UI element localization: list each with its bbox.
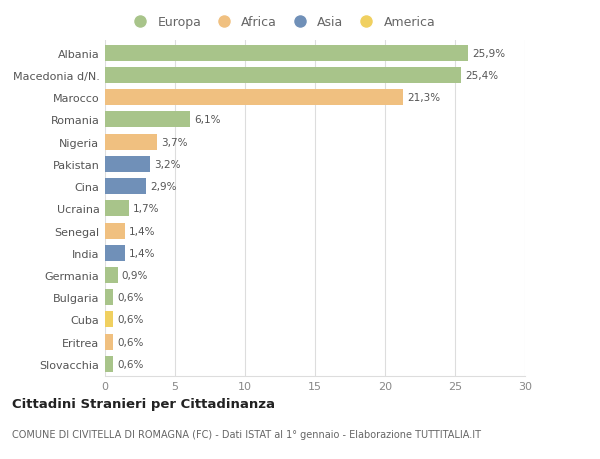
- Bar: [105, 290, 113, 306]
- Bar: [105, 334, 113, 350]
- Text: 3,2%: 3,2%: [154, 159, 181, 169]
- Bar: [105, 68, 461, 84]
- Text: 1,4%: 1,4%: [129, 248, 155, 258]
- Text: 21,3%: 21,3%: [407, 93, 440, 103]
- Bar: [105, 245, 125, 261]
- Bar: [105, 201, 129, 217]
- Bar: [105, 134, 157, 150]
- Legend: Europa, Africa, Asia, America: Europa, Africa, Asia, America: [125, 14, 438, 32]
- Text: 0,6%: 0,6%: [118, 337, 144, 347]
- Bar: [105, 157, 150, 173]
- Text: 0,6%: 0,6%: [118, 359, 144, 369]
- Bar: [105, 223, 125, 239]
- Bar: [105, 268, 118, 283]
- Text: 6,1%: 6,1%: [194, 115, 221, 125]
- Text: 0,6%: 0,6%: [118, 293, 144, 302]
- Text: 0,9%: 0,9%: [122, 270, 148, 280]
- Text: Cittadini Stranieri per Cittadinanza: Cittadini Stranieri per Cittadinanza: [12, 397, 275, 410]
- Text: 1,4%: 1,4%: [129, 226, 155, 236]
- Text: COMUNE DI CIVITELLA DI ROMAGNA (FC) - Dati ISTAT al 1° gennaio - Elaborazione TU: COMUNE DI CIVITELLA DI ROMAGNA (FC) - Da…: [12, 429, 481, 439]
- Text: 2,9%: 2,9%: [150, 182, 176, 192]
- Bar: [105, 112, 190, 128]
- Bar: [105, 179, 146, 195]
- Text: 1,7%: 1,7%: [133, 204, 160, 214]
- Bar: [105, 45, 467, 62]
- Text: 25,9%: 25,9%: [472, 49, 505, 58]
- Text: 3,7%: 3,7%: [161, 137, 187, 147]
- Bar: [105, 90, 403, 106]
- Text: 25,4%: 25,4%: [465, 71, 498, 81]
- Bar: [105, 356, 113, 372]
- Bar: [105, 312, 113, 328]
- Text: 0,6%: 0,6%: [118, 315, 144, 325]
